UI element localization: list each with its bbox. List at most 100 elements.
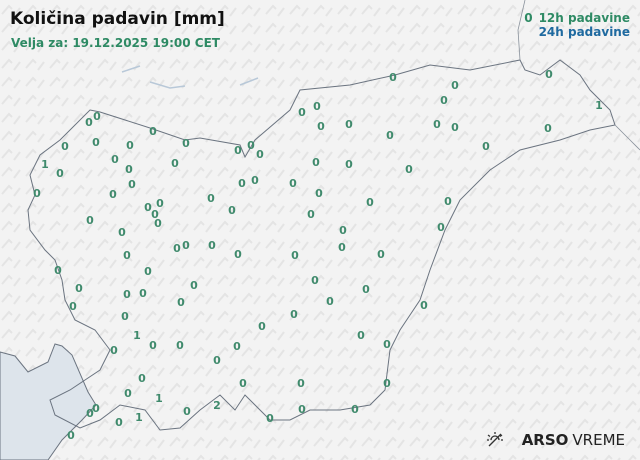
station-value[interactable]: 0 bbox=[93, 110, 101, 123]
station-value[interactable]: 0 bbox=[182, 137, 190, 150]
station-value[interactable]: 0 bbox=[56, 167, 64, 180]
station-value[interactable]: 0 bbox=[125, 163, 133, 176]
station-value[interactable]: 0 bbox=[118, 226, 126, 239]
station-value[interactable]: 0 bbox=[238, 177, 246, 190]
station-value[interactable]: 0 bbox=[139, 287, 147, 300]
station-value[interactable]: 0 bbox=[317, 120, 325, 133]
station-value[interactable]: 0 bbox=[386, 129, 394, 142]
station-value[interactable]: 0 bbox=[298, 106, 306, 119]
station-value[interactable]: 0 bbox=[258, 320, 266, 333]
station-value[interactable]: 0 bbox=[545, 68, 553, 81]
station-value[interactable]: 0 bbox=[444, 195, 452, 208]
station-value[interactable]: 0 bbox=[544, 122, 552, 135]
station-value[interactable]: 0 bbox=[451, 79, 459, 92]
station-value[interactable]: 0 bbox=[123, 249, 131, 262]
station-value[interactable]: 0 bbox=[69, 300, 77, 313]
station-value[interactable]: 0 bbox=[190, 279, 198, 292]
station-value[interactable]: 0 bbox=[144, 201, 152, 214]
station-value[interactable]: 0 bbox=[345, 118, 353, 131]
station-value[interactable]: 0 bbox=[156, 197, 164, 210]
station-value[interactable]: 0 bbox=[85, 116, 93, 129]
station-value[interactable]: 0 bbox=[247, 139, 255, 152]
station-value[interactable]: 0 bbox=[433, 118, 441, 131]
station-value[interactable]: 0 bbox=[144, 265, 152, 278]
station-value[interactable]: 0 bbox=[67, 429, 75, 442]
station-value[interactable]: 0 bbox=[251, 174, 259, 187]
station-value[interactable]: 0 bbox=[121, 310, 129, 323]
station-value[interactable]: 1 bbox=[41, 158, 49, 171]
station-value[interactable]: 1 bbox=[135, 411, 143, 424]
station-value[interactable]: 2 bbox=[213, 399, 221, 412]
station-value[interactable]: 0 bbox=[326, 295, 334, 308]
station-value[interactable]: 0 bbox=[256, 148, 264, 161]
station-value[interactable]: 0 bbox=[33, 187, 41, 200]
station-value[interactable]: 0 bbox=[338, 241, 346, 254]
station-value[interactable]: 0 bbox=[183, 405, 191, 418]
station-value[interactable]: 0 bbox=[176, 339, 184, 352]
station-value[interactable]: 0 bbox=[149, 125, 157, 138]
station-value[interactable]: 0 bbox=[307, 208, 315, 221]
station-value[interactable]: 0 bbox=[234, 248, 242, 261]
station-value[interactable]: 1 bbox=[133, 329, 141, 342]
station-value[interactable]: 0 bbox=[312, 156, 320, 169]
station-value[interactable]: 0 bbox=[228, 204, 236, 217]
station-value[interactable]: 0 bbox=[115, 416, 123, 429]
station-value[interactable]: 0 bbox=[208, 239, 216, 252]
station-value[interactable]: 0 bbox=[149, 339, 157, 352]
station-value[interactable]: 0 bbox=[61, 140, 69, 153]
station-value[interactable]: 1 bbox=[595, 99, 603, 112]
station-value[interactable]: 0 bbox=[451, 121, 459, 134]
station-value[interactable]: 0 bbox=[345, 158, 353, 171]
station-value[interactable]: 0 bbox=[138, 372, 146, 385]
station-value[interactable]: 0 bbox=[213, 354, 221, 367]
station-value[interactable]: 0 bbox=[266, 412, 274, 425]
station-value[interactable]: 0 bbox=[311, 274, 319, 287]
station-value[interactable]: 0 bbox=[298, 403, 306, 416]
station-value[interactable]: 0 bbox=[377, 248, 385, 261]
station-value[interactable]: 0 bbox=[383, 377, 391, 390]
station-value[interactable]: 0 bbox=[420, 299, 428, 312]
station-value[interactable]: 0 bbox=[110, 344, 118, 357]
station-value[interactable]: 0 bbox=[123, 288, 131, 301]
station-value[interactable]: 0 bbox=[182, 239, 190, 252]
station-value[interactable]: 0 bbox=[366, 196, 374, 209]
station-value[interactable]: 0 bbox=[362, 283, 370, 296]
station-value[interactable]: 0 bbox=[92, 402, 100, 415]
station-value[interactable]: 0 bbox=[291, 249, 299, 262]
station-value[interactable]: 0 bbox=[290, 308, 298, 321]
station-value[interactable]: 0 bbox=[234, 144, 242, 157]
station-value[interactable]: 0 bbox=[297, 377, 305, 390]
station-value[interactable]: 0 bbox=[239, 377, 247, 390]
station-value[interactable]: 0 bbox=[111, 153, 119, 166]
station-value[interactable]: 0 bbox=[151, 208, 159, 221]
station-value[interactable]: 0 bbox=[482, 140, 490, 153]
station-value[interactable]: 0 bbox=[124, 387, 132, 400]
station-value[interactable]: 1 bbox=[155, 392, 163, 405]
station-value[interactable]: 0 bbox=[357, 329, 365, 342]
station-value[interactable]: 0 bbox=[54, 264, 62, 277]
station-value[interactable]: 0 bbox=[289, 177, 297, 190]
station-value[interactable]: 0 bbox=[383, 338, 391, 351]
station-value[interactable]: 0 bbox=[440, 94, 448, 107]
station-value[interactable]: 0 bbox=[126, 139, 134, 152]
station-value[interactable]: 0 bbox=[75, 282, 83, 295]
station-value[interactable]: 0 bbox=[405, 163, 413, 176]
station-value[interactable]: 0 bbox=[339, 224, 347, 237]
station-value[interactable]: 0 bbox=[86, 407, 94, 420]
station-value[interactable]: 0 bbox=[92, 136, 100, 149]
station-value[interactable]: 0 bbox=[86, 214, 94, 227]
station-value[interactable]: 0 bbox=[154, 217, 162, 230]
arso-logo[interactable]: ARSO VREME bbox=[486, 431, 625, 449]
station-value[interactable]: 0 bbox=[315, 187, 323, 200]
station-value[interactable]: 0 bbox=[437, 221, 445, 234]
station-value[interactable]: 0 bbox=[173, 242, 181, 255]
station-value[interactable]: 0 bbox=[171, 157, 179, 170]
station-value[interactable]: 0 bbox=[207, 192, 215, 205]
station-value[interactable]: 0 bbox=[389, 71, 397, 84]
station-value[interactable]: 0 bbox=[128, 178, 136, 191]
station-value[interactable]: 0 bbox=[313, 100, 321, 113]
station-value[interactable]: 0 bbox=[109, 188, 117, 201]
station-value[interactable]: 0 bbox=[177, 296, 185, 309]
station-value[interactable]: 0 bbox=[233, 340, 241, 353]
